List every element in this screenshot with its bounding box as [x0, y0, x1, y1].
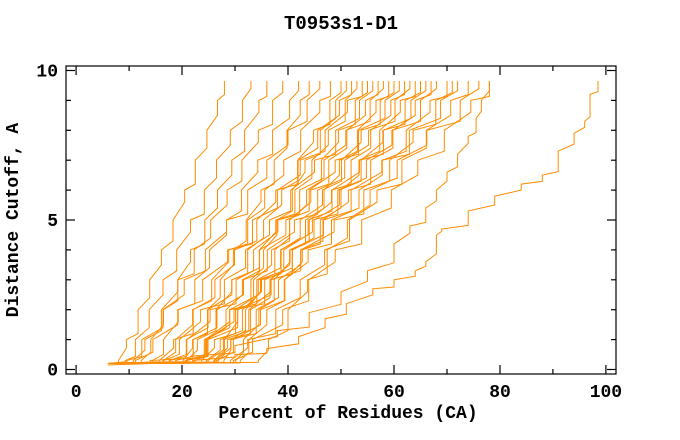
x-tick-label: 80	[489, 383, 511, 403]
model-curve	[118, 81, 379, 364]
model-curve	[113, 81, 432, 364]
model-curve	[113, 81, 411, 364]
axis-ticks-group	[66, 66, 616, 374]
model-curve	[107, 81, 400, 364]
model-curve	[118, 81, 416, 364]
model-curve	[118, 81, 331, 364]
x-tick-label: 20	[171, 383, 193, 403]
model-curve	[118, 81, 437, 364]
model-curve	[123, 81, 453, 364]
y-tick-label: 5	[47, 212, 58, 232]
model-curves-group	[107, 81, 599, 366]
model-curve	[113, 81, 252, 364]
model-curve	[107, 81, 321, 364]
x-axis-label: Percent of Residues (CA)	[218, 404, 477, 424]
model-curve	[107, 81, 268, 364]
model-curve	[113, 81, 459, 364]
x-tick-label: 40	[277, 383, 299, 403]
y-tick-label: 10	[36, 63, 58, 83]
model-curve	[123, 81, 310, 364]
x-tick-label: 0	[71, 383, 82, 403]
model-curve	[113, 81, 490, 364]
model-curve	[107, 81, 421, 364]
model-curve	[107, 81, 353, 364]
model-curve	[129, 81, 347, 364]
model-curve	[107, 81, 448, 364]
y-axis-label: Distance Cutoff, A	[4, 123, 24, 318]
model-curve	[113, 81, 490, 364]
model-curve	[118, 81, 284, 364]
x-tick-label: 60	[383, 383, 405, 403]
model-curve	[107, 81, 599, 366]
model-curve	[113, 81, 363, 364]
chart-title: T0953s1-D1	[284, 13, 398, 35]
tick-labels-group: 0 20 40 60 80 100 0 5 10	[36, 63, 622, 404]
x-tick-label: 100	[590, 383, 622, 403]
model-curve	[113, 81, 342, 364]
model-curve	[107, 81, 480, 364]
model-curve	[113, 81, 300, 364]
model-curve	[118, 81, 395, 364]
y-tick-label: 0	[47, 362, 58, 382]
model-curve	[107, 81, 374, 364]
model-curve	[107, 81, 225, 364]
